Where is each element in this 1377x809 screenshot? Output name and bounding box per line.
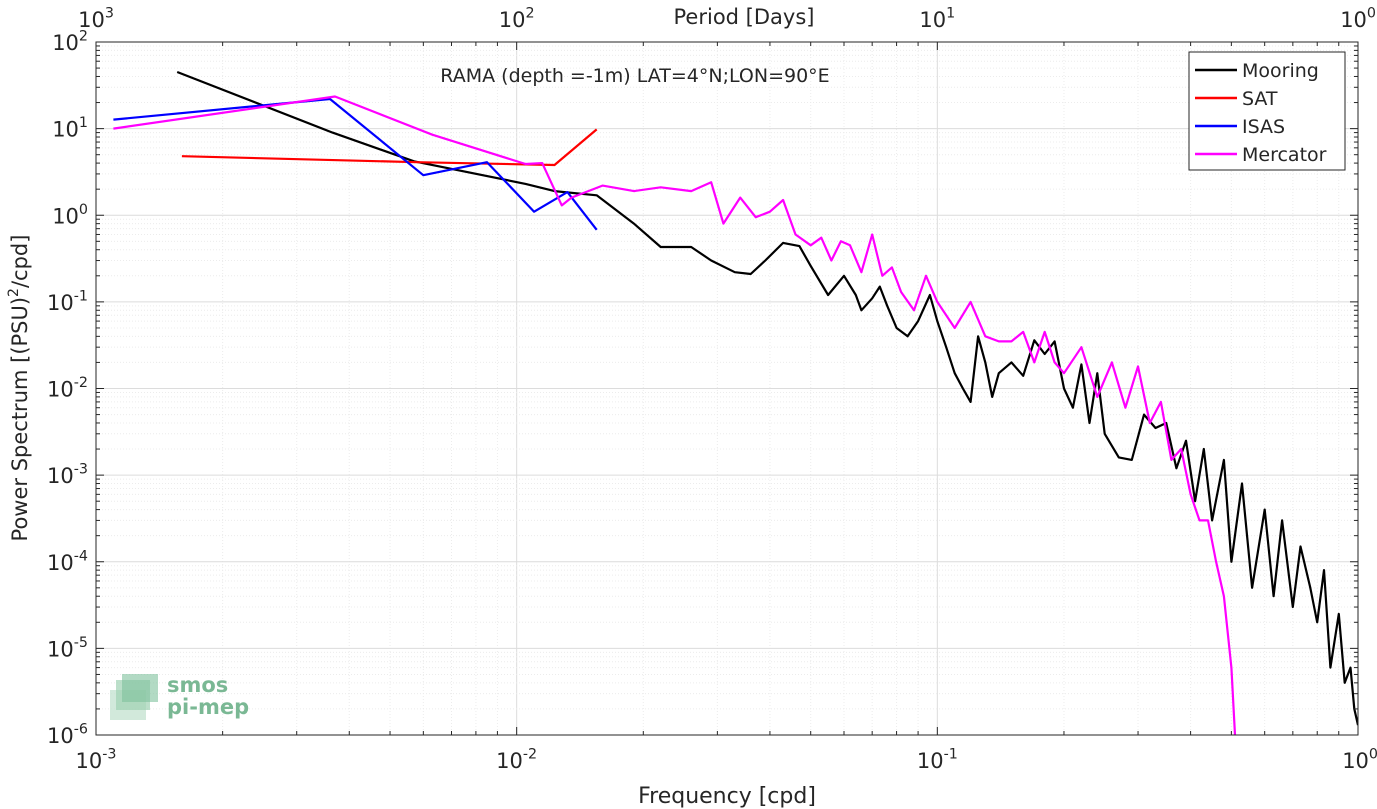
top-tick-label: 100	[1340, 6, 1376, 32]
legend-box	[1188, 51, 1346, 171]
x-tick-label: 10-3	[76, 747, 117, 773]
top-tick-label: 101	[919, 6, 955, 32]
legend-label: Mercator	[1242, 144, 1327, 166]
x-axis-label: Frequency [cpd]	[638, 784, 816, 809]
logo-text-smos: smos	[167, 673, 228, 697]
top-tick-label: 102	[499, 6, 535, 32]
legend-label: Mooring	[1242, 60, 1319, 82]
y-tick-label: 10-6	[47, 722, 88, 748]
y-tick-label: 10-1	[47, 288, 88, 314]
legend-label: SAT	[1242, 88, 1278, 110]
y-axis-label: Power Spectrum [(PSU)2/cpd]	[6, 235, 32, 542]
logo-text-pimep: pi-mep	[167, 695, 249, 719]
y-tick-label: 10-5	[47, 635, 88, 661]
legend: Mooring SAT ISAS Mercator	[1188, 51, 1346, 171]
x-tick-label: 10-2	[496, 747, 537, 773]
x-tick-label: 10-1	[917, 747, 958, 773]
y-tick-label: 101	[52, 115, 88, 141]
y-tick-label: 10-4	[47, 548, 88, 574]
series-line-isas	[113, 97, 598, 231]
series-line-mercator	[113, 95, 1237, 735]
series-layer	[113, 70, 1358, 735]
legend-label: ISAS	[1242, 116, 1285, 138]
chart-title: RAMA (depth =-1m) LAT=4°N;LON=90°E	[440, 65, 829, 87]
series-line-mooring	[176, 70, 1358, 726]
grid	[96, 42, 1358, 735]
series-line-sat	[181, 128, 598, 167]
y-tick-label: 100	[52, 202, 88, 228]
y-tick-label: 102	[52, 29, 88, 55]
top-tick-label: 103	[78, 6, 114, 32]
ticks	[95, 41, 1359, 736]
top-axis-label: Period [Days]	[674, 5, 815, 29]
x-tick-label: 100	[1342, 747, 1377, 773]
y-tick-label: 10-2	[47, 375, 88, 401]
smos-pi-mep-logo: smos pi-mep	[110, 673, 249, 720]
y-tick-label: 10-3	[47, 462, 88, 488]
